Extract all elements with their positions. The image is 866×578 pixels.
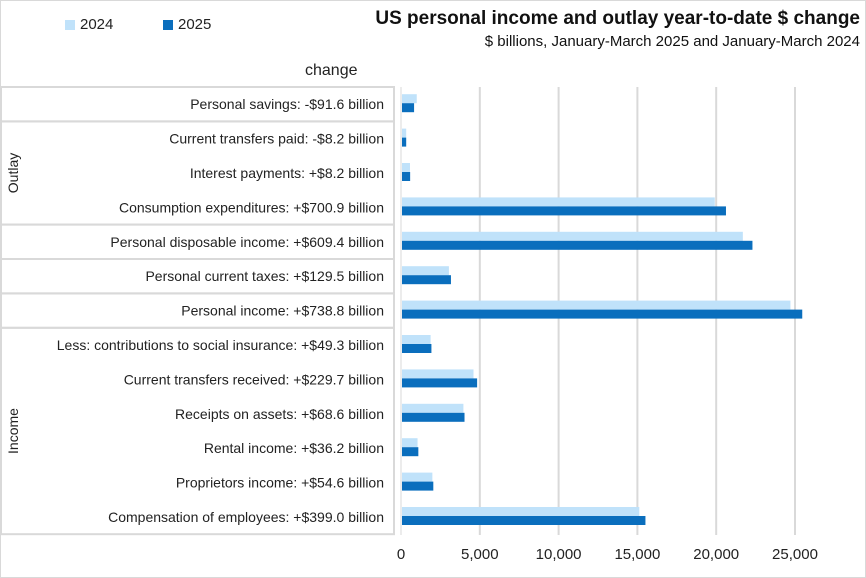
bar-2025 (402, 516, 646, 525)
x-tick-label: 10,000 (536, 546, 582, 563)
bar-2024 (402, 438, 418, 448)
legend-item-2024: 2024 (65, 16, 163, 33)
category-label: Receipts on assets: +$68.6 billion (175, 406, 384, 422)
chart-subtitle: $ billions, January-March 2025 and Janua… (484, 33, 860, 50)
category-label: Rental income: +$36.2 billion (204, 440, 384, 456)
category-label: Personal current taxes: +$129.5 billion (145, 268, 384, 284)
bar-2025 (402, 206, 726, 216)
bar-2025 (402, 481, 434, 491)
bar-2024 (402, 163, 410, 172)
legend-swatch-2024 (65, 19, 75, 30)
category-label: Personal income: +$738.8 billion (181, 303, 384, 319)
bar-2024 (402, 197, 715, 207)
category-label: Consumption expenditures: +$700.9 billio… (119, 199, 384, 215)
bar-2025 (402, 275, 451, 285)
bar-2024 (402, 472, 433, 482)
bar-2025 (402, 172, 411, 181)
category-header: change (305, 62, 358, 79)
legend: 2024 2025 (65, 16, 261, 33)
bar-2024 (402, 403, 464, 413)
bar-2024 (402, 335, 431, 344)
bar-2025 (402, 309, 803, 319)
category-label: Current transfers paid: -$8.2 billion (169, 131, 384, 147)
category-label: Personal disposable income: +$609.4 bill… (110, 234, 384, 250)
bar-2025 (402, 344, 432, 353)
bar-2024 (402, 369, 474, 379)
group-label-income: Income (5, 408, 21, 454)
bar-2024 (402, 94, 417, 104)
chart-title: US personal income and outlay year-to-da… (375, 8, 860, 29)
bar-2024 (402, 266, 449, 276)
bar-2025 (402, 103, 415, 113)
bar-2024 (402, 507, 640, 516)
x-tick-label: 15,000 (614, 546, 660, 563)
x-tick-label: 25,000 (772, 546, 818, 563)
legend-label-2024: 2024 (80, 16, 114, 33)
bar-2024 (402, 300, 791, 310)
group-label-outlay: Outlay (5, 153, 21, 193)
category-label: Interest payments: +$8.2 billion (190, 165, 384, 181)
bar-2024 (402, 231, 743, 241)
legend-label-2025: 2025 (178, 16, 212, 33)
bar-2025 (402, 240, 753, 250)
bar-2025 (402, 447, 419, 457)
category-label: Proprietors income: +$54.6 billion (176, 475, 384, 491)
category-label: Personal savings: -$91.6 billion (190, 96, 384, 112)
bar-2025 (402, 378, 478, 388)
bar-2025 (402, 137, 407, 147)
x-tick-label: 20,000 (693, 546, 739, 563)
category-label: Less: contributions to social insurance:… (57, 337, 384, 353)
category-label: Compensation of employees: +$399.0 billi… (108, 509, 384, 525)
legend-swatch-2025 (163, 19, 173, 30)
category-label: Current transfers received: +$229.7 bill… (124, 371, 384, 387)
x-tick-label: 0 (397, 546, 405, 563)
x-tick-label: 5,000 (461, 546, 499, 563)
bar-2024 (402, 128, 407, 138)
bar-2025 (402, 412, 465, 422)
group-box-5 (0, 326, 395, 536)
legend-item-2025: 2025 (163, 16, 261, 33)
